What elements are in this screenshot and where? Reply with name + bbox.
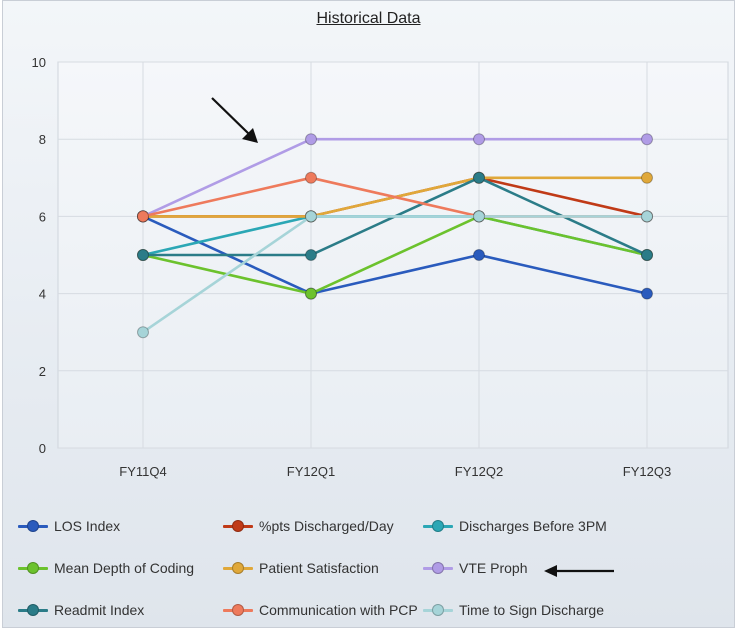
legend-swatch [423, 516, 453, 536]
data-point[interactable] [137, 210, 149, 223]
data-point[interactable] [137, 326, 149, 339]
chart-title: Historical Data [316, 10, 421, 27]
legend-label: Patient Satisfaction [259, 560, 379, 576]
legend-swatch [18, 558, 48, 578]
data-point[interactable] [473, 133, 485, 146]
series-8 [137, 210, 653, 339]
legend-swatch [18, 600, 48, 620]
legend-swatch [18, 516, 48, 536]
data-point[interactable] [305, 171, 317, 184]
legend-item[interactable]: Patient Satisfaction [223, 558, 379, 578]
data-point[interactable] [473, 171, 485, 184]
legend-swatch [423, 558, 453, 578]
legend-label: %pts Discharged/Day [259, 518, 394, 534]
data-point[interactable] [641, 133, 653, 146]
x-tick-label: FY12Q3 [623, 464, 671, 479]
legend-item[interactable]: Discharges Before 3PM [423, 516, 607, 536]
arrow-annotation-top [211, 97, 258, 143]
legend-label: LOS Index [54, 518, 121, 534]
legend-item[interactable]: Communication with PCP [223, 600, 418, 620]
data-point[interactable] [641, 287, 653, 300]
y-tick-label: 6 [39, 209, 46, 224]
legend-swatch [223, 516, 253, 536]
legend-label: Communication with PCP [259, 602, 418, 618]
data-point[interactable] [641, 249, 653, 261]
annotation-arrows [211, 97, 258, 143]
data-point[interactable] [305, 287, 317, 300]
legend-label: Discharges Before 3PM [459, 518, 607, 534]
legend-swatch [223, 558, 253, 578]
arrow-annotation-legend [544, 565, 614, 577]
legend-item[interactable]: LOS Index [18, 516, 120, 536]
series-line [142, 215, 647, 334]
data-point[interactable] [305, 210, 317, 223]
y-tick-label: 8 [39, 132, 46, 147]
data-point[interactable] [641, 210, 653, 223]
legend-label: Time to Sign Discharge [459, 602, 604, 618]
data-point[interactable] [305, 133, 317, 146]
data-point[interactable] [473, 210, 485, 223]
y-tick-label: 4 [39, 287, 46, 302]
legend-item[interactable]: Mean Depth of Coding [18, 558, 194, 578]
legend-swatch [223, 600, 253, 620]
y-tick-label: 2 [39, 364, 46, 379]
x-tick-label: FY11Q4 [119, 464, 166, 479]
data-point[interactable] [641, 171, 653, 184]
legend-label: VTE Proph [459, 560, 528, 576]
legend-item[interactable]: %pts Discharged/Day [223, 516, 394, 536]
y-axis: 0 2 4 6 8 10 [32, 55, 46, 456]
legend-label: Mean Depth of Coding [54, 560, 195, 576]
x-tick-label: FY12Q2 [455, 464, 503, 479]
data-point[interactable] [305, 249, 317, 261]
data-point[interactable] [137, 249, 149, 261]
y-tick-label: 10 [32, 55, 46, 70]
x-axis: FY11Q4 FY12Q1 FY12Q2 FY12Q3 [119, 464, 671, 479]
legend-swatch [423, 600, 453, 620]
legend-item[interactable]: Time to Sign Discharge [423, 600, 604, 620]
legend-label: Readmit Index [54, 602, 145, 618]
y-tick-label: 0 [39, 441, 46, 456]
series-group [137, 133, 653, 339]
series-line [142, 137, 647, 218]
x-tick-label: FY12Q1 [287, 464, 335, 479]
legend-item[interactable]: Readmit Index [18, 600, 144, 620]
data-point[interactable] [473, 249, 485, 261]
legend-item[interactable]: VTE Proph [423, 558, 527, 578]
